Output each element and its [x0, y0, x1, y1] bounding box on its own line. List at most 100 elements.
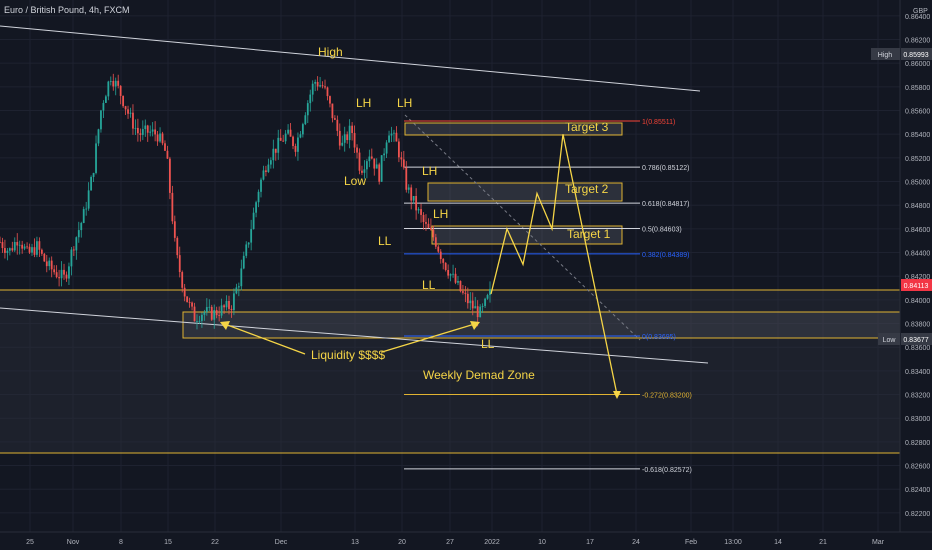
candle-body: [454, 273, 457, 283]
candle-body: [144, 125, 147, 130]
time-tick: 27: [446, 539, 454, 546]
candle-body: [80, 222, 83, 231]
price-tick: 0.85200: [905, 156, 930, 163]
fib-label: -0.272(0.83200): [642, 393, 692, 400]
fib-label: 0(0.83695): [642, 334, 676, 341]
candle-body: [122, 95, 125, 107]
low-label-tag: [878, 333, 900, 345]
candle-body: [218, 315, 221, 316]
candle-body: [124, 106, 127, 110]
candle-body: [4, 248, 6, 253]
candle-body: [306, 103, 309, 116]
price-tick: 0.86000: [905, 61, 930, 68]
fib-label: -0.618(0.82572): [642, 467, 692, 474]
candle-body: [430, 227, 432, 230]
time-axis-ticks[interactable]: 25 Nov 8 15 22 Dec 13 20 27 2022 10 17 24 Feb 13:00 14 2…: [26, 539, 885, 546]
candle-body: [193, 306, 196, 322]
candle-body: [395, 132, 398, 142]
candle-body: [412, 196, 415, 201]
candle-body: [486, 295, 489, 299]
candle-body: [242, 255, 245, 269]
candle-body: [383, 153, 386, 156]
candle-body: [346, 134, 349, 141]
price-tick: 0.83600: [905, 345, 930, 352]
time-tick: 2022: [484, 539, 500, 546]
candle-body: [390, 133, 393, 136]
candle-body: [274, 148, 277, 153]
candle-body: [68, 266, 70, 279]
candle-body: [40, 249, 43, 254]
candle-body: [464, 292, 467, 294]
candle-body: [402, 159, 405, 168]
upper-trendline[interactable]: [0, 25, 701, 92]
candle-body: [442, 258, 445, 263]
candle-body: [444, 262, 447, 271]
candle-body: [114, 80, 117, 87]
label-low: Low: [344, 174, 366, 188]
candle-body: [245, 244, 248, 256]
candle-body: [356, 147, 358, 153]
candle-body: [469, 300, 472, 304]
candle-body: [65, 274, 68, 279]
candle-body: [397, 141, 400, 158]
label-ll-1: LL: [378, 234, 392, 248]
projected-price-path[interactable]: [490, 134, 618, 395]
price-tick: 0.85400: [905, 132, 930, 139]
candle-body: [405, 167, 408, 190]
candle-body: [368, 156, 371, 162]
candle-body: [60, 269, 63, 279]
candle-body: [247, 242, 250, 245]
candle-body: [26, 246, 28, 248]
weekly-demand-zone-box: [182, 311, 901, 339]
candle-body: [139, 133, 142, 135]
price-tick: 0.82800: [905, 440, 930, 447]
label-ll-2: LL: [422, 278, 436, 292]
candle-body: [107, 81, 110, 97]
candle-body: [415, 196, 418, 211]
price-tick: 0.84800: [905, 203, 930, 210]
candle-body: [410, 187, 413, 201]
price-axis-ticks[interactable]: 0.86400 0.86200 0.86000 0.85800 0.85600 0.854…: [905, 14, 930, 518]
time-tick: 15: [164, 539, 172, 546]
candle-body: [127, 109, 129, 114]
candle-body: [28, 246, 31, 253]
candle-body: [417, 209, 420, 211]
candle-body: [85, 208, 88, 210]
candle-body: [8, 248, 11, 251]
label-ll-3: LL: [481, 337, 495, 351]
candle-body: [166, 150, 169, 159]
price-tick: 0.85800: [905, 85, 930, 92]
time-tick: 13: [351, 539, 359, 546]
candle-body: [434, 237, 437, 247]
candle-body: [439, 251, 442, 259]
candle-body: [378, 164, 381, 182]
candle-body: [87, 190, 90, 209]
candle-body: [407, 187, 410, 190]
candle-body: [58, 277, 60, 279]
candle-body: [252, 212, 255, 230]
candle-body: [31, 247, 33, 253]
candle-body: [235, 287, 238, 294]
candle-body: [311, 83, 314, 95]
price-tick: 0.84200: [905, 274, 930, 281]
candle-body: [100, 110, 102, 130]
candle-body: [151, 129, 154, 132]
price-tick: 0.84600: [905, 227, 930, 234]
fibonacci-levels[interactable]: 1(0.85511) 0.786(0.85122) 0.618(0.84817) 0.…: [404, 119, 692, 474]
candle-body: [161, 133, 164, 144]
candle-body: [319, 85, 322, 87]
candle-body: [365, 161, 368, 170]
candle-body: [284, 133, 287, 142]
candle-body: [70, 249, 73, 267]
candle-body: [292, 136, 294, 147]
candle-body: [149, 131, 152, 133]
candle-body: [237, 286, 240, 288]
candle-body: [215, 310, 218, 316]
candle-body: [112, 81, 115, 87]
candle-body: [301, 124, 304, 135]
candle-body: [109, 81, 112, 82]
candle-body: [132, 112, 134, 129]
lower-trendline[interactable]: [0, 307, 709, 364]
candle-body: [119, 85, 122, 96]
